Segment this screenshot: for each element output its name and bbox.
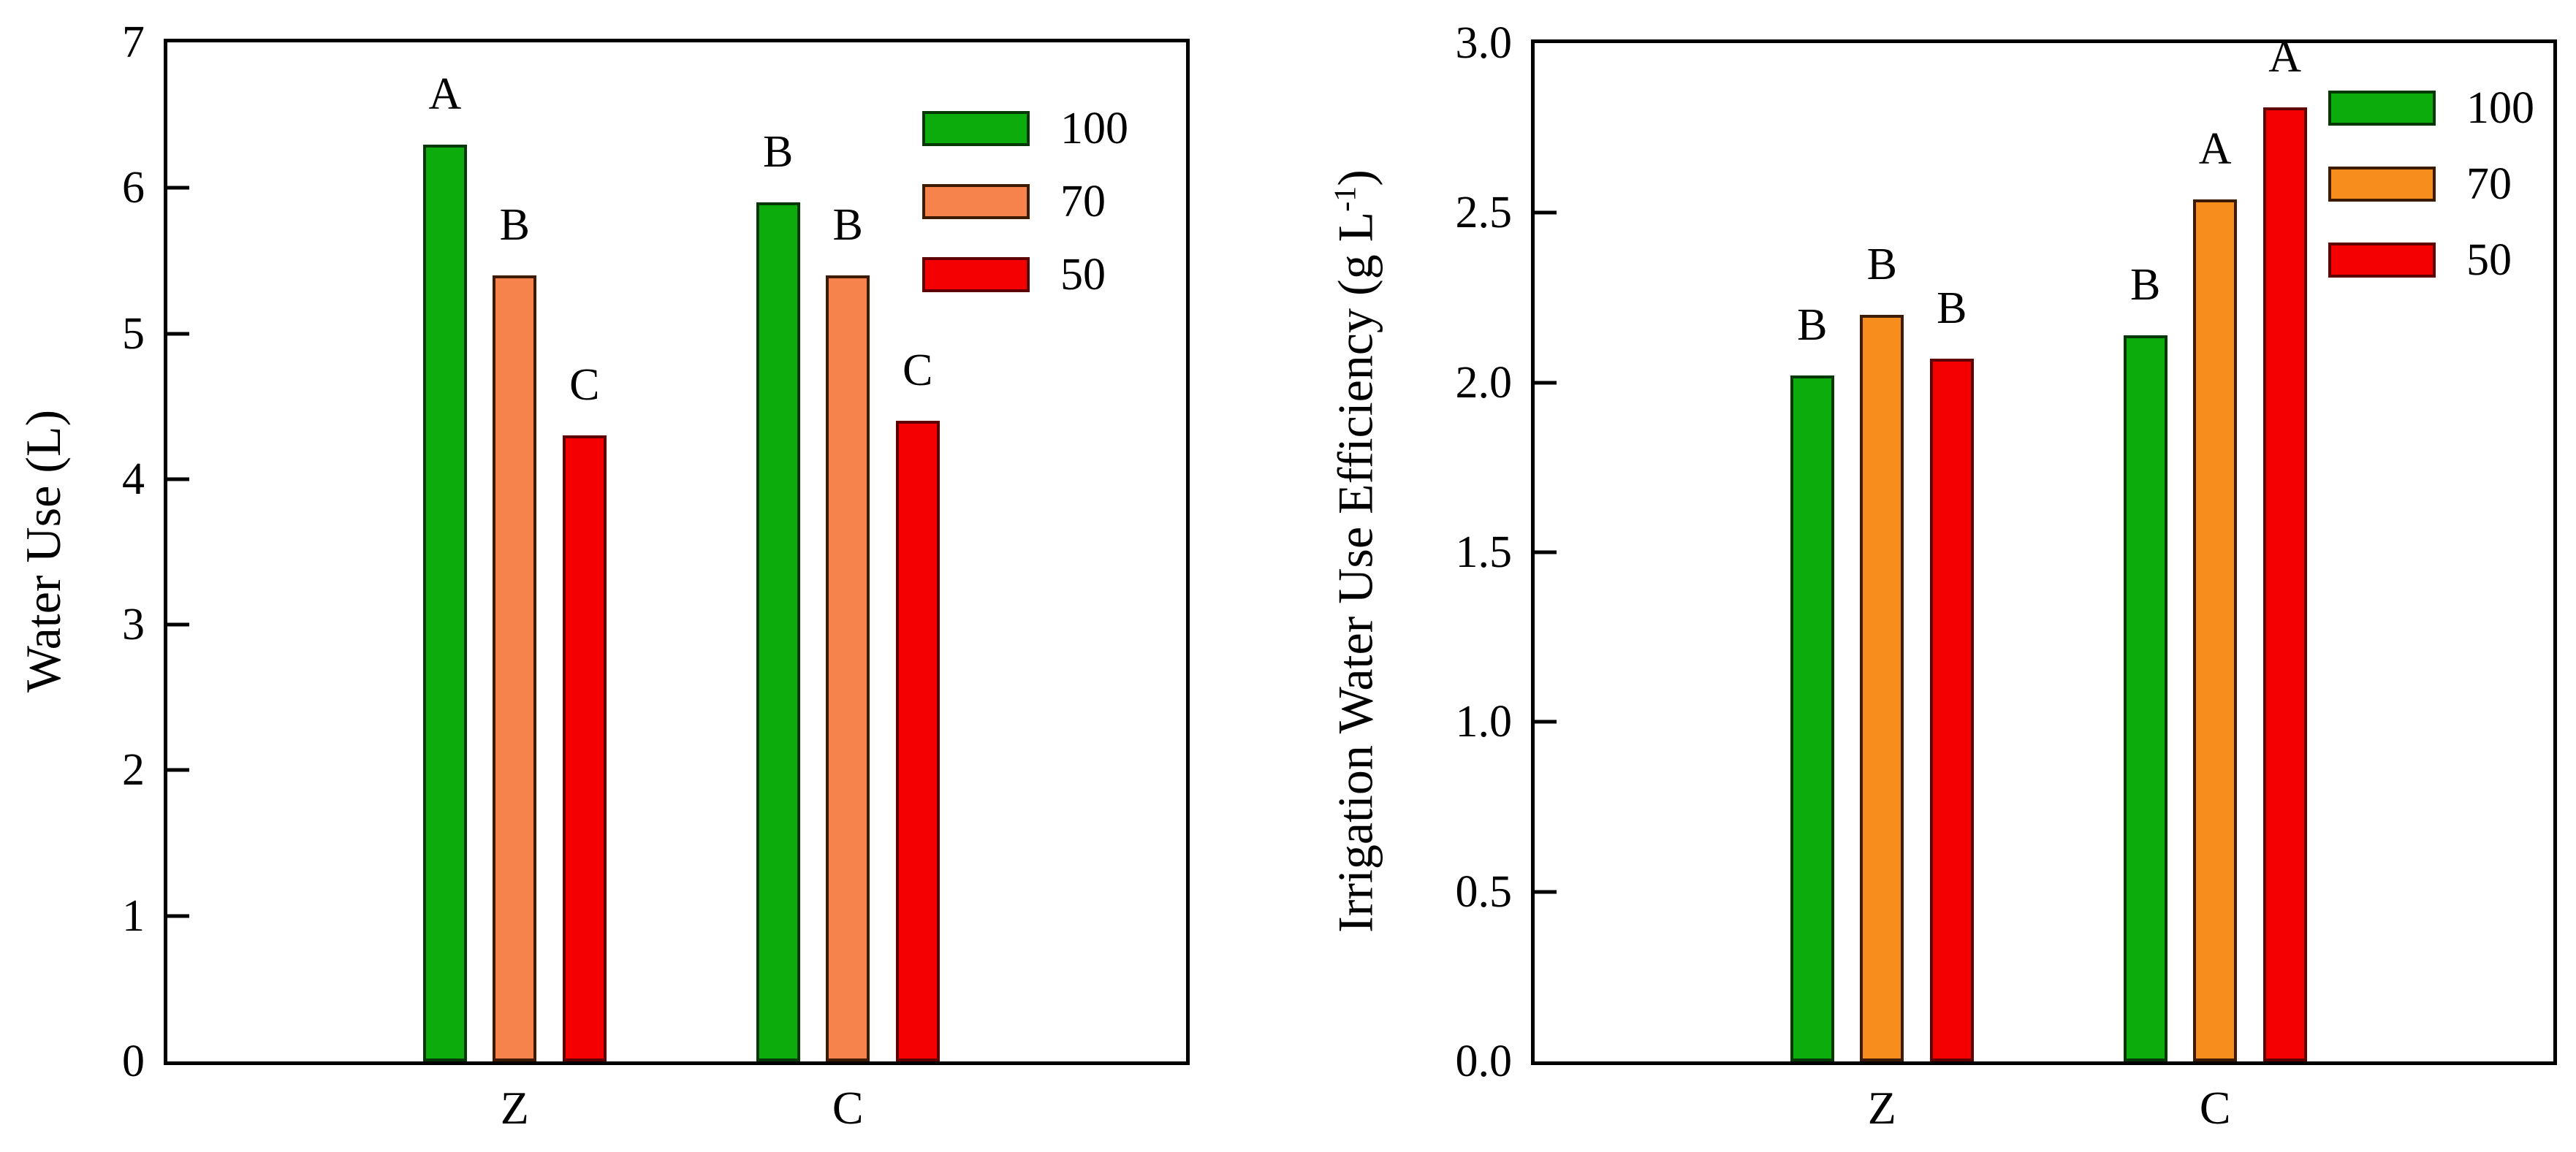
sig-letter-100-C: B — [2130, 259, 2161, 310]
legend-label: 50 — [2466, 235, 2512, 285]
legend-label: 100 — [1060, 104, 1128, 153]
y-tick — [1535, 550, 1557, 554]
sig-letter-50-C: C — [902, 346, 933, 396]
water-use-legend: 100 70 50 — [922, 106, 1128, 325]
legend-swatch-50 — [922, 257, 1030, 292]
sig-letter-70-C: B — [832, 199, 863, 250]
y-tick-label: 2.0 — [1455, 357, 1513, 408]
bar-100-C — [2123, 335, 2167, 1061]
legend-swatch-50 — [2328, 243, 2436, 278]
legend-row-50: 50 — [922, 252, 1128, 297]
bar-70-C — [826, 275, 870, 1061]
y-tick — [167, 186, 189, 190]
bar-70-Z — [1860, 314, 1904, 1061]
y-axis-title-text: Water Use (L) — [15, 409, 71, 693]
bar-50-C — [895, 421, 940, 1061]
bar-100-C — [756, 202, 800, 1061]
iwue-y-axis-title: Irrigation Water Use Efficiency (g L-1) — [1325, 39, 1387, 1064]
sig-letter-100-C: B — [763, 127, 794, 178]
y-tick-label: 0.5 — [1455, 866, 1513, 917]
bar-50-Z — [1929, 359, 1974, 1061]
y-tick-label: 1.0 — [1455, 697, 1513, 747]
sig-letter-70-Z: B — [1866, 239, 1898, 289]
y-tick — [167, 768, 189, 772]
x-category-label-C: C — [2199, 1082, 2231, 1134]
sig-letter-70-Z: B — [499, 199, 531, 250]
bar-100-Z — [422, 144, 467, 1061]
y-tick-label: 4 — [122, 454, 145, 504]
bar-100-Z — [1790, 375, 1834, 1061]
y-tick-label: 2.5 — [1455, 188, 1513, 238]
legend-row-100: 100 — [2328, 85, 2534, 131]
x-category-label-C: C — [832, 1082, 864, 1134]
y-tick-label: 7 — [122, 18, 145, 67]
y-axis-title-post: ) — [1327, 169, 1383, 186]
legend-row-70: 70 — [2328, 161, 2534, 207]
iwue-plot-area: 100 70 50 0.0 0.5 1.0 1.5 2.0 2.5 3.0 B B B Z B A A C — [1456, 20, 2557, 1132]
sig-letter-50-C: A — [2268, 32, 2302, 83]
legend-row-50: 50 — [2328, 237, 2534, 283]
y-tick — [1535, 210, 1557, 215]
y-tick-label: 1 — [122, 890, 145, 941]
y-tick-label: 2 — [122, 745, 145, 796]
bar-50-C — [2262, 107, 2307, 1061]
y-tick-label: 0 — [122, 1037, 145, 1086]
legend-swatch-100 — [922, 111, 1030, 146]
y-tick-label: 5 — [122, 308, 145, 359]
y-tick-label: 0.0 — [1455, 1037, 1513, 1086]
y-tick — [167, 914, 189, 918]
y-axis-title-pre: Irrigation Water Use Efficiency (g L — [1327, 211, 1383, 933]
iwue-legend: 100 70 50 — [2328, 85, 2534, 313]
y-tick — [167, 622, 189, 627]
sig-letter-50-Z: C — [569, 360, 600, 411]
y-axis-title-superscript: -1 — [1328, 186, 1363, 212]
legend-row-100: 100 — [922, 106, 1128, 151]
x-category-label-Z: Z — [500, 1082, 529, 1134]
y-tick — [1535, 720, 1557, 724]
legend-label: 100 — [2466, 83, 2534, 133]
legend-swatch-100 — [2328, 91, 2436, 126]
legend-label: 50 — [1060, 250, 1106, 300]
y-tick — [1535, 890, 1557, 894]
bar-70-C — [2193, 199, 2238, 1061]
water-use-y-axis-title: Water Use (L) — [12, 38, 75, 1064]
sig-letter-70-C: A — [2198, 123, 2232, 174]
y-tick — [167, 332, 189, 336]
legend-label: 70 — [2466, 159, 2512, 209]
legend-swatch-70 — [922, 184, 1030, 219]
y-tick-label: 3.0 — [1455, 18, 1513, 68]
y-tick — [1535, 381, 1557, 385]
bar-50-Z — [562, 435, 607, 1061]
sig-letter-50-Z: B — [1937, 283, 1967, 334]
y-tick-label: 3 — [122, 600, 145, 650]
y-tick-label: 1.5 — [1455, 527, 1513, 577]
legend-label: 70 — [1060, 177, 1106, 226]
x-category-label-Z: Z — [1867, 1082, 1896, 1134]
legend-swatch-70 — [2328, 167, 2436, 202]
y-tick-label: 6 — [122, 163, 145, 213]
y-tick — [167, 477, 189, 481]
sig-letter-100-Z: A — [428, 69, 462, 119]
legend-row-70: 70 — [922, 179, 1128, 224]
bar-70-Z — [493, 275, 537, 1061]
sig-letter-100-Z: B — [1797, 300, 1828, 351]
